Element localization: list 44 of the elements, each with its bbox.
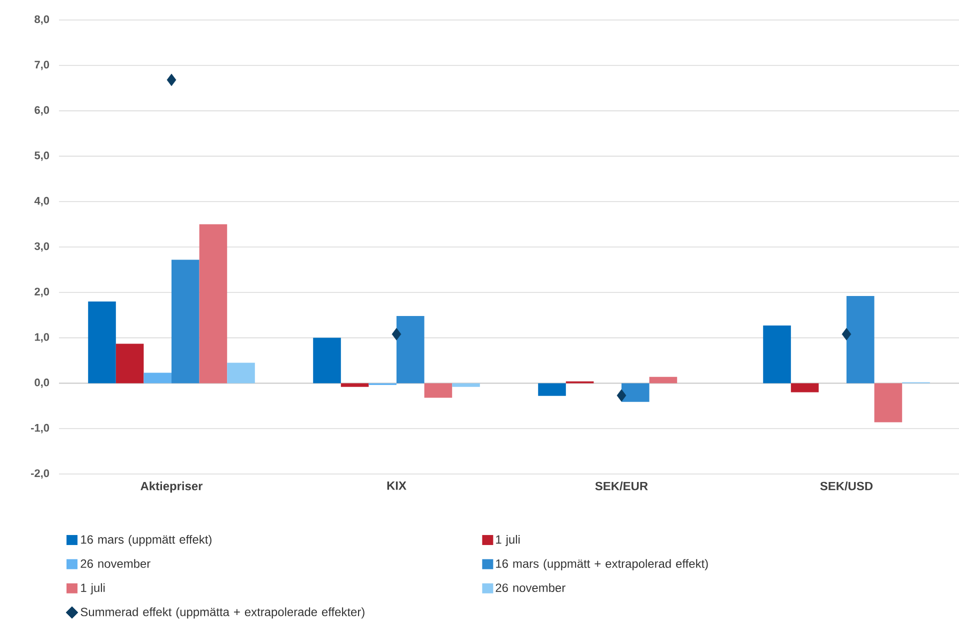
legend-label: 1 juli	[81, 583, 105, 594]
bar	[538, 383, 566, 396]
bar	[424, 383, 452, 398]
x-tick-label: Aktiepriser	[140, 482, 203, 493]
y-tick-label: 1,0	[34, 333, 50, 342]
bar	[144, 372, 172, 384]
point	[616, 389, 626, 402]
x-tick-label: SEK/EUR	[595, 482, 648, 490]
bar	[116, 344, 144, 384]
y-tick-label: 3,0	[34, 242, 50, 252]
legend-label: 26 november	[80, 559, 150, 568]
legend-label: 26 november	[496, 583, 566, 592]
bar	[649, 376, 678, 384]
y-tick-label: 7,0	[34, 60, 50, 70]
y-tick-label: 8,0	[34, 15, 50, 25]
y-tick-label: 2,0	[34, 288, 50, 298]
bar	[227, 362, 255, 384]
y-tick-label: 6,0	[34, 106, 50, 116]
bar	[790, 383, 819, 392]
y-tick-label: 0,0	[34, 378, 50, 388]
bar	[622, 383, 650, 402]
y-tick-label: 5,0	[34, 152, 50, 161]
point	[392, 328, 402, 340]
point	[842, 328, 852, 340]
x-tick-label: KIX	[387, 482, 406, 490]
legend-label: 1 juli	[496, 534, 520, 546]
bar	[452, 383, 480, 387]
bar	[396, 316, 424, 384]
bar	[199, 224, 228, 384]
x-tick-label: SEK/USD	[820, 482, 873, 490]
bar	[172, 260, 200, 384]
legend-label: 16 mars (uppmätt effekt)	[81, 534, 212, 546]
bar	[340, 383, 369, 387]
legend-label: Summerad effekt (uppmätta + extrapolerade effekter)	[80, 607, 364, 619]
bar	[874, 383, 902, 422]
bar	[846, 296, 874, 384]
y-tick-label: -2,0	[31, 469, 50, 479]
y-tick-label: -1,0	[31, 424, 50, 434]
bar	[313, 338, 341, 384]
legend-label: 16 mars (uppmätt + extrapolerad effekt)	[496, 559, 708, 570]
point	[166, 74, 176, 86]
bar	[88, 301, 116, 384]
y-tick-label: 4,0	[34, 196, 50, 206]
bar	[763, 326, 791, 384]
